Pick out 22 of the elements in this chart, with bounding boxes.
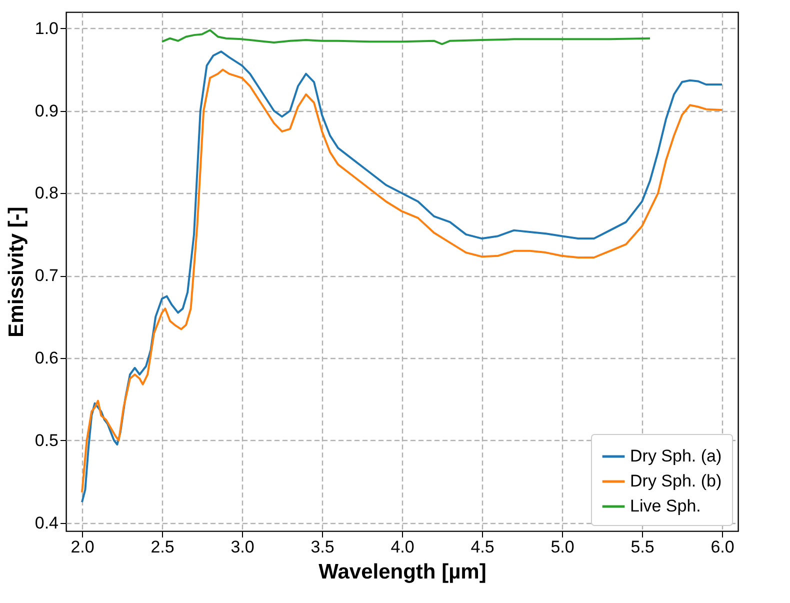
legend-label: Dry Sph. (b) <box>630 472 722 490</box>
legend-label: Live Sph. <box>630 496 701 516</box>
y-tick-label: 0.9 <box>34 101 58 120</box>
y-tick-label: 0.6 <box>34 348 58 368</box>
x-tick-label: 5.5 <box>630 538 654 556</box>
legend-label: Dry Sph. (a) <box>630 446 722 466</box>
x-tick-label: 4.0 <box>390 538 414 556</box>
x-tick-label: 6.0 <box>710 538 734 556</box>
x-tick-label: 3.5 <box>310 538 334 556</box>
x-axis-title: Wavelength [µm] <box>318 560 486 584</box>
y-tick-label: 0.5 <box>34 430 58 450</box>
x-tick-label: 4.5 <box>470 538 494 556</box>
y-tick-label: 1.0 <box>34 18 58 38</box>
y-tick-label: 0.8 <box>34 184 58 203</box>
y-axis-title: Emissivity [-] <box>4 206 28 338</box>
x-tick-label: 2.0 <box>70 538 94 556</box>
line-series <box>161 29 651 46</box>
x-tick-label: 5.0 <box>550 538 574 556</box>
x-tick-label: 3.0 <box>230 538 254 556</box>
x-tick-label: 2.5 <box>150 538 174 556</box>
y-tick-label: 0.7 <box>34 266 58 286</box>
y-tick-label: 0.4 <box>34 513 58 532</box>
